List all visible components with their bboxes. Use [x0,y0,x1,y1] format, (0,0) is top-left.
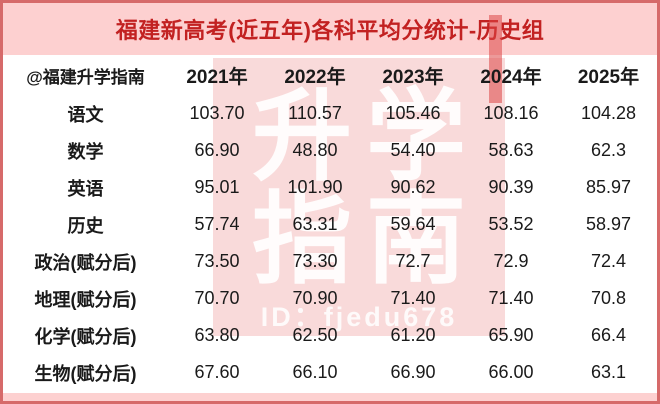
score-cell: 58.63 [488,140,534,160]
table-row: 化学(赋分后) 63.80 62.50 61.20 65.90 66.4 [3,317,657,354]
score-cell: 103.70 [189,103,245,123]
score-cell: 70.70 [194,288,240,308]
score-cell: 104.28 [580,103,637,123]
score-cell: 54.40 [390,140,436,160]
row-label: 历史 [67,215,104,236]
score-cell: 71.40 [390,288,436,308]
score-cell: 72.4 [590,251,627,271]
score-cell: 57.74 [194,214,240,234]
page-title: 福建新高考(近五年)各科平均分统计-历史组 [115,18,545,43]
score-cell: 59.64 [390,214,436,234]
score-cell: 72.9 [493,251,529,271]
row-label: 数学 [67,141,104,162]
score-cell: 63.31 [292,214,338,234]
score-cell: 67.60 [194,362,240,382]
row-label: 生物(赋分后) [34,363,137,384]
score-cell: 73.50 [194,251,240,271]
table-row: 英语 95.01 101.90 90.62 90.39 85.97 [3,169,657,206]
score-cell: 110.57 [288,103,342,123]
row-label: 英语 [67,178,104,199]
table-row: 历史 57.74 63.31 59.64 53.52 58.97 [3,206,657,243]
score-cell: 72.7 [395,251,431,271]
score-cell: 66.90 [390,362,436,382]
column-header-2021: 2021年 [186,66,248,88]
column-header-2022: 2022年 [284,66,346,88]
table-row: 生物(赋分后) 67.60 66.10 66.90 66.00 63.1 [3,354,657,391]
score-cell: 66.00 [488,362,534,382]
account-handle: @福建升学指南 [26,67,145,87]
score-cell: 66.4 [590,325,627,345]
score-cell: 108.16 [483,103,539,123]
bottom-strip [3,393,657,401]
score-cell: 95.01 [194,177,240,197]
title-banner: 福建新高考(近五年)各科平均分统计-历史组 [3,3,657,55]
score-cell: 66.10 [292,362,338,382]
score-cell: 63.1 [590,362,627,382]
score-cell: 62.50 [292,325,338,345]
score-cell: 70.90 [292,288,338,308]
table-body: 语文 103.70 110.57 105.46 108.16 104.28 数学 66.90 4… [3,95,657,391]
score-cell: 61.20 [390,325,436,345]
score-table: @福建升学指南 2021年 2022年 2023年 2024年 2025年 语文… [3,55,657,391]
score-cell: 73.30 [292,251,338,271]
score-cell: 63.80 [194,325,240,345]
score-cell: 105.46 [385,103,441,123]
score-cell: 53.52 [488,214,534,234]
table-row: 地理(赋分后) 70.70 70.90 71.40 71.40 70.8 [3,280,657,317]
score-cell: 101.90 [287,177,343,197]
row-label: 地理(赋分后) [34,289,137,310]
score-cell: 48.80 [292,140,338,160]
table-row: 语文 103.70 110.57 105.46 108.16 104.28 [3,95,657,132]
score-cell: 90.39 [488,177,534,197]
table-row: 政治(赋分后) 73.50 73.30 72.7 72.9 72.4 [3,243,657,280]
row-label: 语文 [67,104,104,125]
score-cell: 58.97 [585,214,632,234]
row-label: 化学(赋分后) [34,326,137,347]
score-cell: 71.40 [488,288,534,308]
row-label: 政治(赋分后) [34,252,137,273]
score-cell: 85.97 [585,177,632,197]
column-header-2024: 2024年 [480,66,542,88]
score-cell: 62.3 [590,140,627,160]
column-header-2023: 2023年 [382,66,444,88]
score-cell: 70.8 [590,288,627,308]
score-cell: 66.90 [194,140,240,160]
score-cell: 65.90 [488,325,534,345]
table-row: 数学 66.90 48.80 54.40 58.63 62.3 [3,132,657,169]
header-row: @福建升学指南 2021年 2022年 2023年 2024年 2025年 [3,55,657,95]
column-header-2025: 2025年 [577,66,640,88]
score-cell: 90.62 [390,177,436,197]
